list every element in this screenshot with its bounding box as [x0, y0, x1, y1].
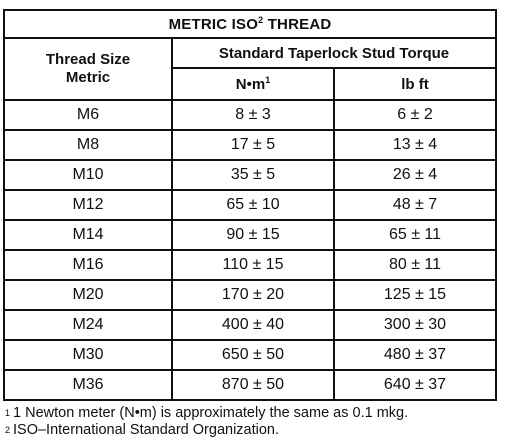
table-row: M6 8 ± 3 6 ± 2	[3, 99, 497, 131]
nm-value-cell: 870 ± 50	[171, 369, 335, 401]
torque-group-header: Standard Taperlock Stud Torque	[171, 37, 497, 69]
table-title-superscript: 2	[258, 14, 264, 25]
nm-value-cell: 90 ± 15	[171, 219, 335, 251]
footnote-text: 1 Newton meter (N•m) is approximately th…	[13, 405, 409, 421]
footnote: 2 ISO–International Standard Organization…	[5, 422, 495, 439]
table-title-tail: THREAD	[263, 15, 332, 33]
lbft-value-cell: 13 ± 4	[333, 129, 497, 161]
table-row: M8 17 ± 5 13 ± 4	[3, 129, 497, 161]
thread-size-header: Thread Size Metric	[3, 37, 173, 101]
nm-column-label: N•m	[235, 75, 266, 93]
thread-size-cell: M12	[3, 189, 173, 221]
lbft-value-cell: 125 ± 15	[333, 279, 497, 311]
lbft-value-cell: 80 ± 11	[333, 249, 497, 281]
table-row: M16 110 ± 15 80 ± 11	[3, 249, 497, 281]
lbft-value-cell: 480 ± 37	[333, 339, 497, 371]
thread-size-cell: M8	[3, 129, 173, 161]
document-page: METRIC ISO2 THREAD Thread Size Metric St…	[3, 9, 497, 439]
lbft-value-cell: 6 ± 2	[333, 99, 497, 131]
thread-size-cell: M6	[3, 99, 173, 131]
nm-value-cell: 17 ± 5	[171, 129, 335, 161]
nm-column-superscript: 1	[265, 74, 271, 85]
lbft-value-cell: 65 ± 11	[333, 219, 497, 251]
thread-size-cell: M14	[3, 219, 173, 251]
thread-size-cell: M16	[3, 249, 173, 281]
thread-size-cell: M10	[3, 159, 173, 191]
lbft-value-cell: 26 ± 4	[333, 159, 497, 191]
thread-size-cell: M20	[3, 279, 173, 311]
table-row: M14 90 ± 15 65 ± 11	[3, 219, 497, 251]
footnote-mark: 2	[5, 425, 11, 435]
nm-column-header: N•m1	[171, 67, 335, 101]
lbft-value-cell: 300 ± 30	[333, 309, 497, 341]
thread-size-cell: M24	[3, 309, 173, 341]
footnote-mark: 1	[5, 408, 11, 418]
table-row: M36 870 ± 50 640 ± 37	[3, 369, 497, 401]
footnote-text: ISO–International Standard Organization.	[13, 422, 280, 438]
table-row: M20 170 ± 20 125 ± 15	[3, 279, 497, 311]
thread-size-header-line2: Metric	[65, 69, 111, 86]
table-row: M12 65 ± 10 48 ± 7	[3, 189, 497, 221]
nm-value-cell: 170 ± 20	[171, 279, 335, 311]
table-title-main: METRIC ISO	[168, 15, 259, 33]
nm-value-cell: 8 ± 3	[171, 99, 335, 131]
thread-size-cell: M30	[3, 339, 173, 371]
nm-value-cell: 400 ± 40	[171, 309, 335, 341]
table-row: M30 650 ± 50 480 ± 37	[3, 339, 497, 371]
table-row: M10 35 ± 5 26 ± 4	[3, 159, 497, 191]
nm-value-cell: 65 ± 10	[171, 189, 335, 221]
table-title: METRIC ISO2 THREAD	[3, 9, 497, 39]
lbft-column-header: lb ft	[333, 67, 497, 101]
thread-size-cell: M36	[3, 369, 173, 401]
nm-value-cell: 110 ± 15	[171, 249, 335, 281]
nm-value-cell: 35 ± 5	[171, 159, 335, 191]
metric-thread-torque-table: METRIC ISO2 THREAD Thread Size Metric St…	[3, 9, 497, 401]
table-row: M24 400 ± 40 300 ± 30	[3, 309, 497, 341]
lbft-value-cell: 640 ± 37	[333, 369, 497, 401]
nm-value-cell: 650 ± 50	[171, 339, 335, 371]
thread-size-header-line1: Thread Size	[45, 51, 131, 68]
lbft-value-cell: 48 ± 7	[333, 189, 497, 221]
